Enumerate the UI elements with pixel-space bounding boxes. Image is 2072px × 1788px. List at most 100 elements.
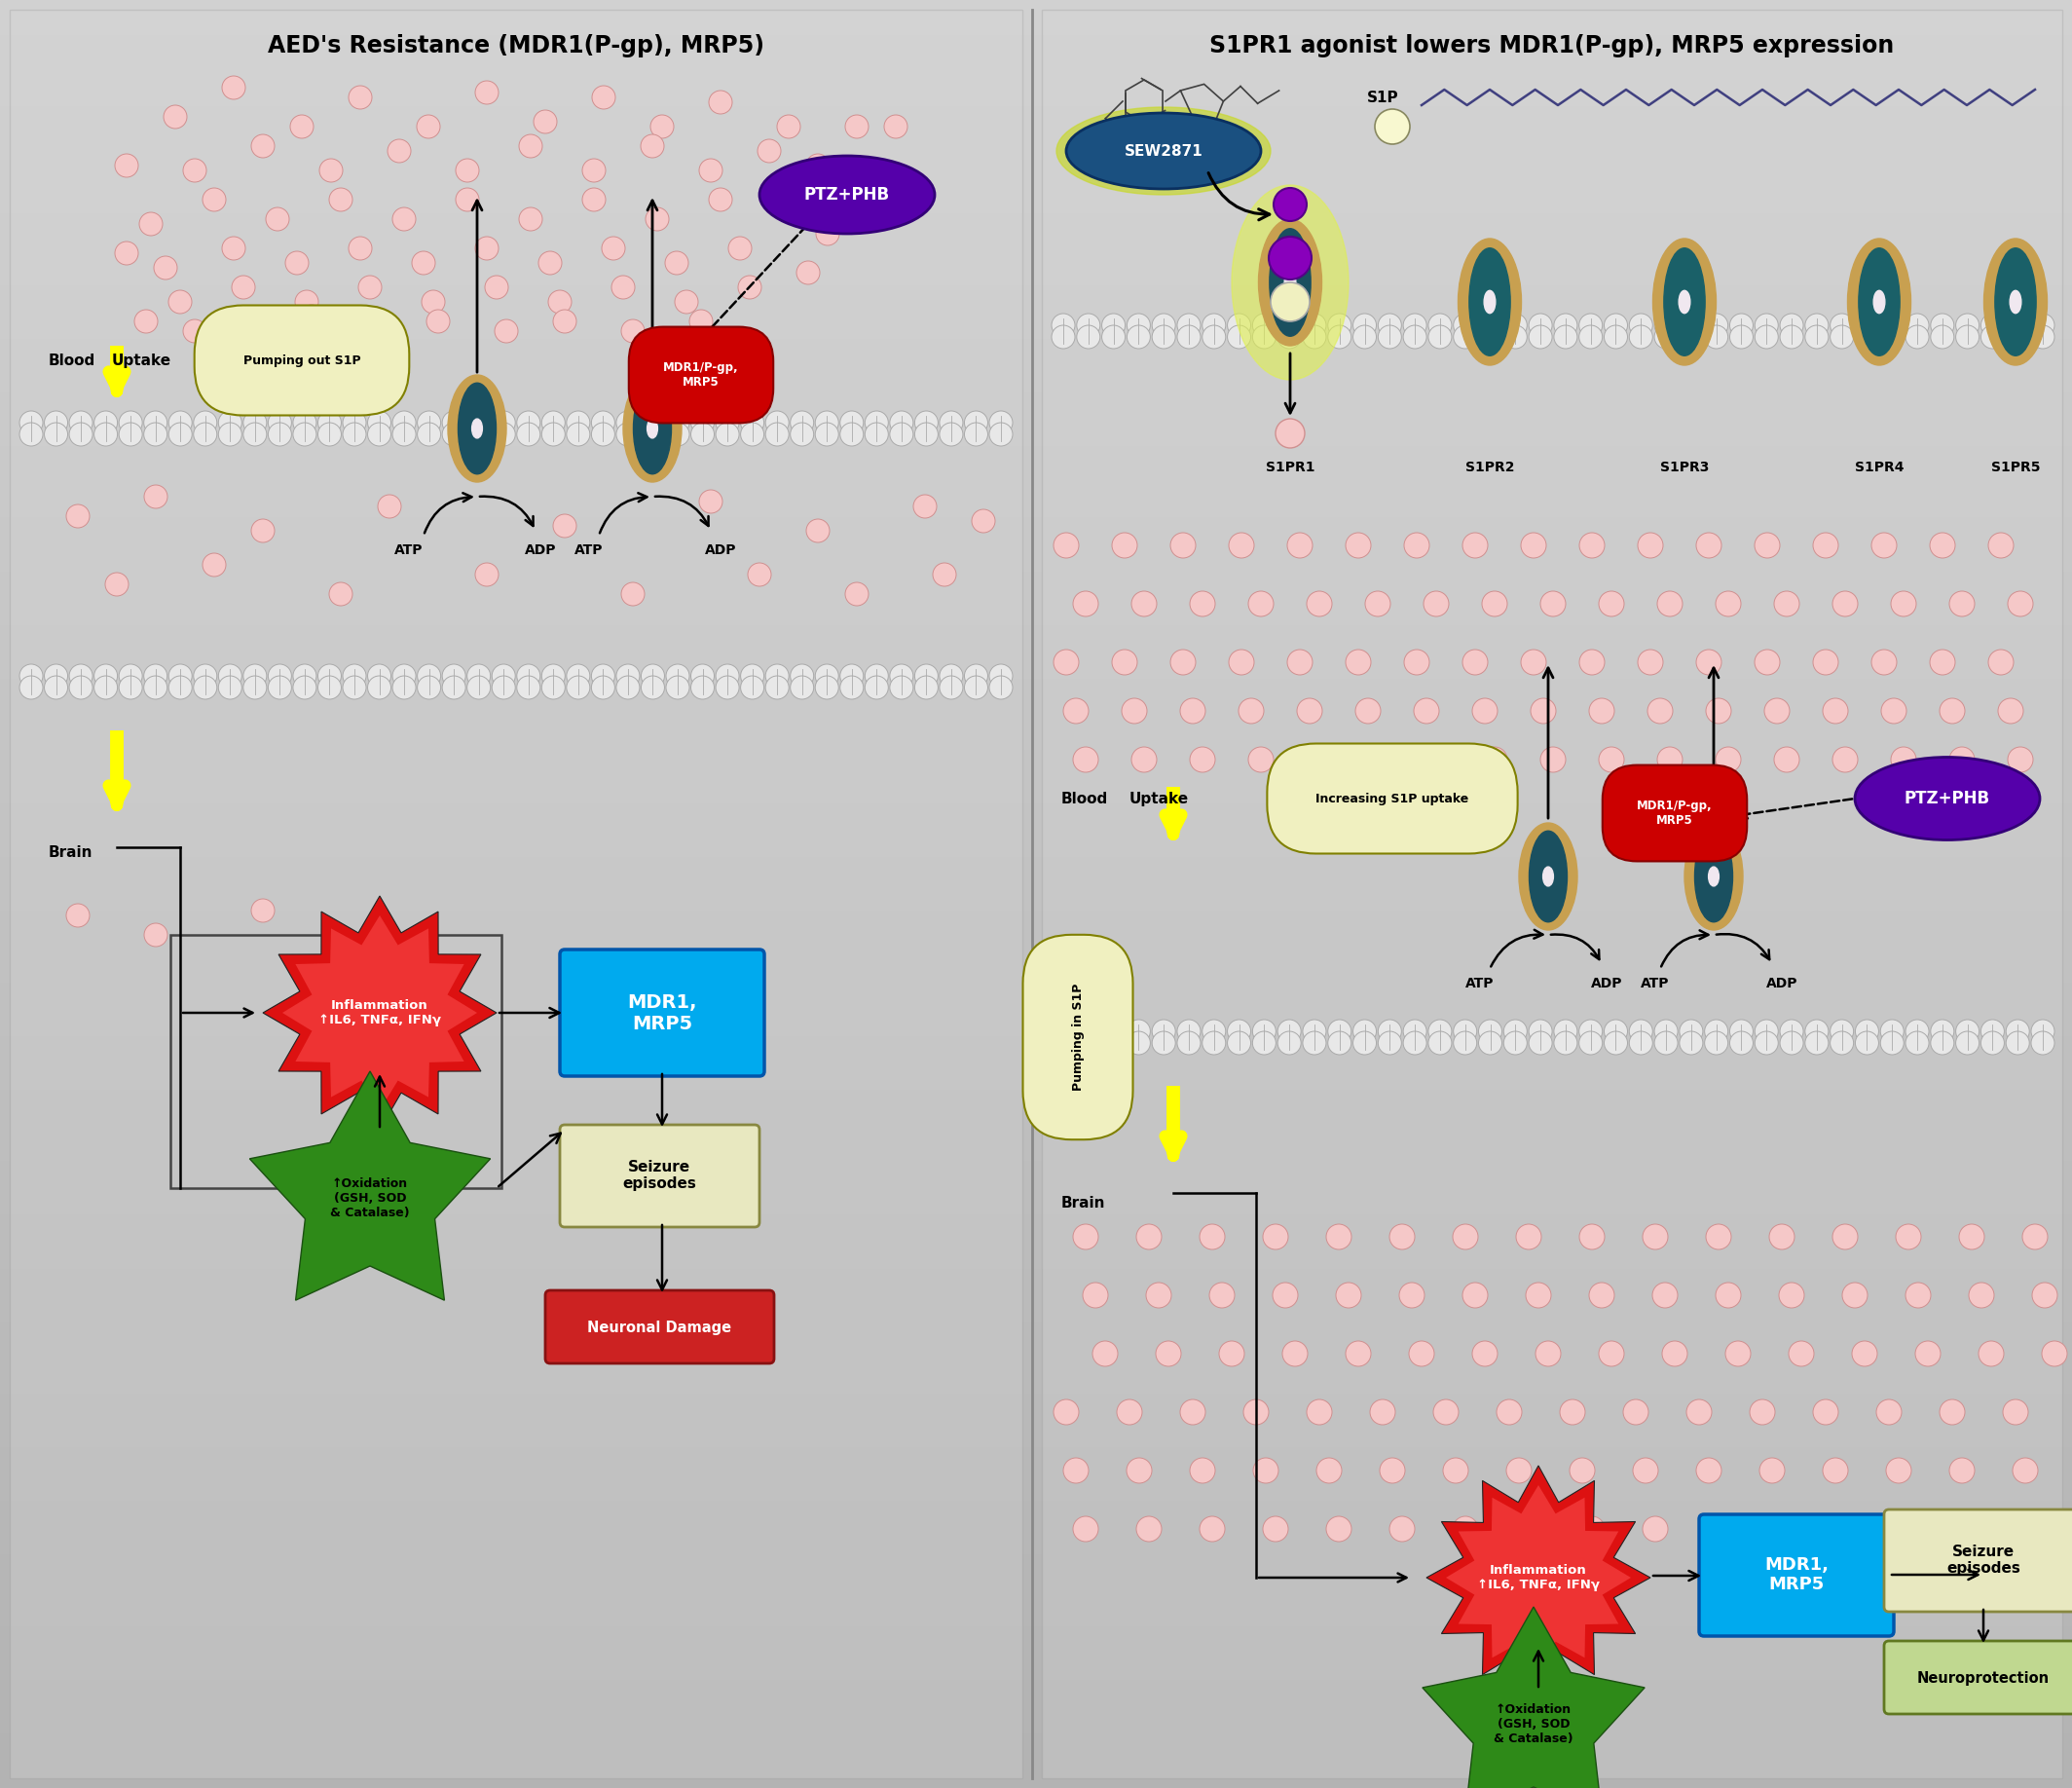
Circle shape xyxy=(68,676,93,699)
Text: PTZ+PHB: PTZ+PHB xyxy=(1904,790,1991,808)
FancyBboxPatch shape xyxy=(559,1125,760,1227)
Circle shape xyxy=(242,411,267,434)
Circle shape xyxy=(1755,1032,1778,1055)
Circle shape xyxy=(889,411,914,434)
Bar xyxy=(0,1699,2072,1716)
Circle shape xyxy=(518,207,543,231)
Circle shape xyxy=(1680,325,1703,349)
Circle shape xyxy=(1989,649,2014,674)
Circle shape xyxy=(1687,1400,1711,1425)
Circle shape xyxy=(1262,1516,1289,1541)
Circle shape xyxy=(1539,592,1566,617)
Circle shape xyxy=(1780,1019,1803,1042)
Text: Pumping out S1P: Pumping out S1P xyxy=(242,354,361,367)
Text: ↑Oxidation
(GSH, SOD
& Catalase): ↑Oxidation (GSH, SOD & Catalase) xyxy=(329,1177,410,1219)
Bar xyxy=(0,912,2072,930)
Circle shape xyxy=(1658,592,1682,617)
Circle shape xyxy=(665,252,688,275)
Circle shape xyxy=(1730,313,1753,336)
Circle shape xyxy=(1881,1032,1904,1055)
Bar xyxy=(0,250,2072,268)
Circle shape xyxy=(1629,313,1653,336)
Circle shape xyxy=(1871,649,1896,674)
Circle shape xyxy=(1403,1019,1428,1042)
Bar xyxy=(0,447,2072,465)
Circle shape xyxy=(615,663,640,688)
Circle shape xyxy=(1287,533,1312,558)
Circle shape xyxy=(789,676,814,699)
Bar xyxy=(0,54,2072,72)
Circle shape xyxy=(814,422,839,445)
Text: Inflammation
↑IL6, TNFα, IFNγ: Inflammation ↑IL6, TNFα, IFNγ xyxy=(1477,1564,1600,1591)
Circle shape xyxy=(777,114,800,138)
Circle shape xyxy=(1517,1516,1542,1541)
Circle shape xyxy=(491,663,516,688)
Circle shape xyxy=(1463,649,1488,674)
Circle shape xyxy=(864,173,889,197)
Circle shape xyxy=(1780,313,1803,336)
Circle shape xyxy=(914,411,939,434)
Circle shape xyxy=(342,676,367,699)
Circle shape xyxy=(1189,1457,1214,1484)
Circle shape xyxy=(1896,1516,1921,1541)
Circle shape xyxy=(300,304,323,329)
Circle shape xyxy=(66,504,89,527)
Circle shape xyxy=(789,663,814,688)
Circle shape xyxy=(1832,592,1859,617)
Circle shape xyxy=(566,663,591,688)
Circle shape xyxy=(2006,313,2028,336)
Ellipse shape xyxy=(1685,822,1743,930)
Circle shape xyxy=(566,422,591,445)
Circle shape xyxy=(765,422,789,445)
Ellipse shape xyxy=(1873,290,1886,313)
Circle shape xyxy=(1680,1019,1703,1042)
Circle shape xyxy=(118,422,143,445)
Circle shape xyxy=(1452,313,1477,336)
Bar xyxy=(0,697,2072,715)
Circle shape xyxy=(1629,1019,1653,1042)
Circle shape xyxy=(19,411,44,434)
Circle shape xyxy=(889,663,914,688)
Circle shape xyxy=(738,275,760,299)
Circle shape xyxy=(342,411,367,434)
Circle shape xyxy=(765,676,789,699)
Circle shape xyxy=(193,422,218,445)
Text: Neuroprotection: Neuroprotection xyxy=(1917,1670,2049,1686)
Circle shape xyxy=(1629,1032,1653,1055)
Circle shape xyxy=(1227,313,1251,336)
Circle shape xyxy=(1135,1225,1162,1250)
Circle shape xyxy=(218,663,242,688)
Circle shape xyxy=(114,241,139,265)
Circle shape xyxy=(1303,1032,1326,1055)
Circle shape xyxy=(251,899,276,923)
Circle shape xyxy=(541,663,566,688)
Circle shape xyxy=(963,411,988,434)
Circle shape xyxy=(715,411,740,434)
Circle shape xyxy=(1177,313,1200,336)
Bar xyxy=(0,411,2072,429)
Circle shape xyxy=(1405,533,1430,558)
Bar xyxy=(0,483,2072,501)
Bar xyxy=(0,1341,2072,1359)
Circle shape xyxy=(1181,699,1206,724)
Circle shape xyxy=(988,411,1013,434)
Circle shape xyxy=(690,663,715,688)
Circle shape xyxy=(1328,325,1351,349)
Circle shape xyxy=(2041,1341,2068,1366)
Circle shape xyxy=(1956,325,1979,349)
Ellipse shape xyxy=(1519,822,1577,930)
Ellipse shape xyxy=(1484,290,1496,313)
Circle shape xyxy=(651,114,673,138)
Circle shape xyxy=(1832,747,1859,772)
Circle shape xyxy=(601,236,626,259)
Circle shape xyxy=(698,490,723,513)
Circle shape xyxy=(1716,747,1740,772)
Circle shape xyxy=(1380,1457,1405,1484)
Circle shape xyxy=(1409,1341,1434,1366)
Circle shape xyxy=(1539,747,1566,772)
Circle shape xyxy=(292,411,317,434)
Circle shape xyxy=(1647,699,1672,724)
Circle shape xyxy=(1755,533,1780,558)
Circle shape xyxy=(1956,313,1979,336)
Bar xyxy=(0,179,2072,197)
